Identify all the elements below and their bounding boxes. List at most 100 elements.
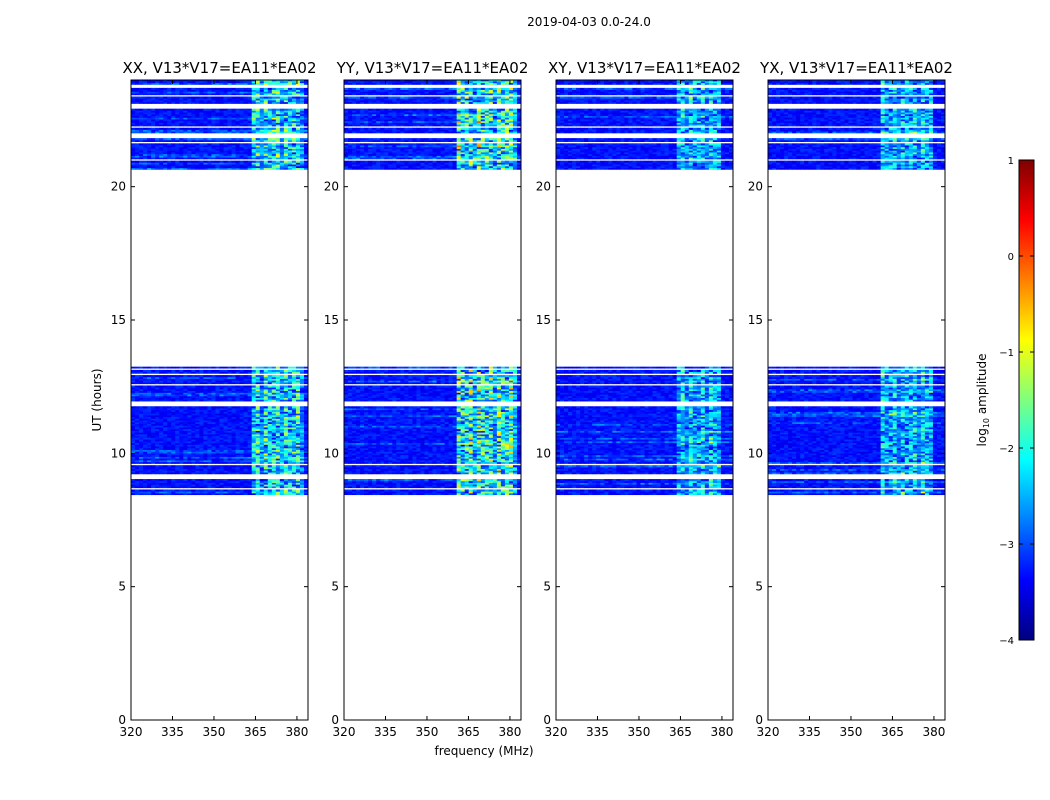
heatmap-cell [223,486,228,489]
heatmap-cell [203,394,208,397]
heatmap-cell [267,139,273,142]
heatmap-cell [159,80,164,84]
heatmap-cell [143,435,148,438]
heatmap-cell [356,489,361,492]
heatmap-cell [151,446,156,449]
heatmap-cell [279,129,285,132]
heatmap-cell [203,486,208,489]
heatmap-cell [203,385,208,388]
heatmap-cell [171,369,176,372]
heatmap-cell [283,470,289,473]
heatmap-cell [167,82,172,85]
heatmap-cell [171,484,176,487]
heatmap-cell [263,444,269,447]
heatmap-cell [155,145,160,148]
heatmap-cell [159,87,164,90]
heatmap-cell [135,408,140,411]
heatmap-cell [299,157,305,160]
heatmap-cell [299,150,305,153]
heatmap-cell [175,430,180,433]
heatmap-cell [255,479,261,482]
heatmap-cell [175,421,180,424]
heatmap-cell [259,416,265,419]
heatmap-cell [279,456,285,459]
heatmap-cell [287,439,293,442]
heatmap-cell [239,480,245,483]
heatmap-cell [231,119,236,122]
heatmap-cell [219,468,224,471]
heatmap-cell [131,392,136,395]
heatmap-cell [356,492,361,496]
heatmap-cell [191,89,196,92]
heatmap-cell [231,409,236,412]
heatmap-cell [223,428,228,431]
heatmap-cell [271,428,277,431]
heatmap-cell [283,115,289,118]
heatmap-cell [291,148,297,151]
heatmap-cell [275,139,281,142]
heatmap-cell [279,98,285,101]
heatmap-cell [215,486,220,489]
heatmap-cell [131,416,136,419]
heatmap-cell [207,369,212,372]
heatmap-cell [235,480,241,483]
heatmap-cell [255,108,261,111]
heatmap-cell [199,380,204,383]
heatmap-cell [231,428,236,431]
heatmap-cell [163,406,168,409]
heatmap-cell [279,80,285,84]
heatmap-cell [175,484,180,487]
heatmap-cell [159,388,164,392]
heatmap-cell [251,458,257,461]
heatmap-cell [372,491,377,494]
heatmap-cell [259,80,265,84]
heatmap-cell [263,461,269,464]
heatmap-cell [195,146,200,149]
heatmap-cell [143,112,148,115]
heatmap-cell [247,472,253,475]
heatmap-cell [247,492,253,496]
heatmap-cell [247,449,253,452]
heatmap-cell [163,466,168,470]
heatmap-cell [191,139,196,142]
heatmap-cell [179,87,184,90]
heatmap-cell [163,148,168,151]
heatmap-cell [195,451,200,454]
heatmap-cell [187,131,192,134]
heatmap-cell [412,492,417,496]
heatmap-cell [207,390,212,393]
heatmap-cell [159,430,164,433]
heatmap-cell [279,371,285,374]
heatmap-cell [243,115,249,118]
heatmap-cell [360,484,365,487]
heatmap-cell [203,120,208,123]
heatmap-cell [215,482,220,485]
heatmap-cell [147,446,152,449]
heatmap-cell [139,392,144,395]
heatmap-cell [147,100,152,103]
heatmap-cell [215,143,220,146]
heatmap-cell [295,458,301,461]
heatmap-cell [179,108,184,111]
heatmap-cell [211,458,216,461]
heatmap-cell [299,409,305,412]
heatmap-cell [195,492,200,496]
heatmap-cell [207,108,212,111]
heatmap-cell [203,465,208,468]
heatmap-cell [203,447,208,450]
heatmap-cell [267,435,273,438]
heatmap-cell [259,155,265,158]
heatmap-cell [187,484,192,487]
heatmap-cell [424,472,429,475]
heatmap-cell [147,153,152,156]
heatmap-cell [299,371,305,374]
heatmap-cell [199,461,204,464]
heatmap-cell [223,129,228,132]
heatmap-cell [295,470,301,473]
heatmap-cell [223,148,228,151]
heatmap-cell [424,486,429,489]
heatmap-cell [191,145,196,148]
heatmap-cell [388,492,393,496]
heatmap-cell [356,491,361,494]
heatmap-cell [496,491,502,494]
